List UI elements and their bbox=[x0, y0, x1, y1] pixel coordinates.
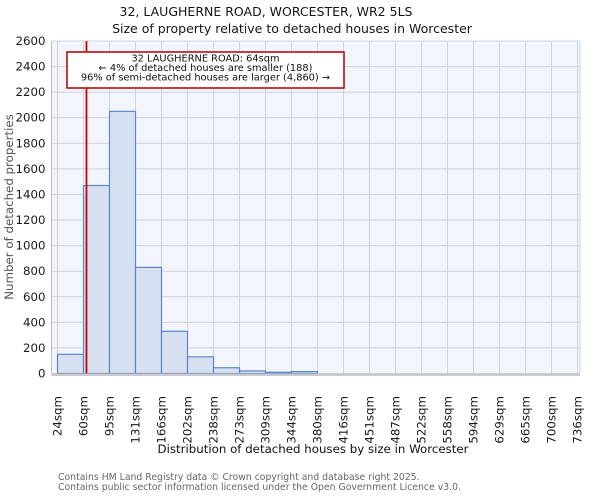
histogram-bar bbox=[82, 184, 111, 375]
y-tick-label: 2400 bbox=[15, 60, 45, 74]
x-tick-label: 344sqm bbox=[285, 396, 299, 444]
x-tick-label: 487sqm bbox=[389, 396, 403, 444]
x-tick-label: 522sqm bbox=[415, 396, 429, 444]
annotation-line1: 32 LAUGHERNE ROAD: 64sqm bbox=[131, 54, 279, 65]
plot-spine-bottom bbox=[51, 373, 580, 376]
histogram-bar bbox=[212, 367, 241, 375]
x-tick-label: 380sqm bbox=[311, 396, 325, 444]
y-axis-title: Number of detached properties bbox=[2, 114, 16, 300]
annotation-line2: ← 4% of detached houses are smaller (188… bbox=[99, 63, 313, 74]
x-tick-label: 558sqm bbox=[441, 396, 455, 444]
y-tick-label: 2000 bbox=[15, 111, 45, 125]
chart-subtitle: Size of property relative to detached ho… bbox=[112, 21, 473, 36]
attribution-line2: Contains public sector information licen… bbox=[58, 482, 461, 493]
x-tick-label: 594sqm bbox=[467, 396, 481, 444]
x-tick-label: 665sqm bbox=[519, 396, 533, 444]
y-tick-label: 1400 bbox=[15, 187, 45, 201]
annotation-box bbox=[66, 51, 345, 89]
histogram-bar bbox=[56, 353, 85, 375]
x-tick-label: 700sqm bbox=[545, 396, 559, 444]
y-tick-label: 1600 bbox=[15, 162, 45, 176]
x-tick-label: 202sqm bbox=[181, 396, 195, 444]
histogram-bar bbox=[186, 356, 215, 375]
attribution-line1: Contains HM Land Registry data © Crown c… bbox=[58, 472, 420, 483]
x-tick-label: 416sqm bbox=[337, 396, 351, 444]
x-tick-label: 24sqm bbox=[51, 396, 65, 436]
y-tick-label: 2200 bbox=[15, 85, 45, 99]
x-tick-label: 95sqm bbox=[103, 396, 117, 436]
x-tick-label: 273sqm bbox=[233, 396, 247, 444]
y-tick-label: 400 bbox=[23, 315, 46, 329]
chart-title: 32, LAUGHERNE ROAD, WORCESTER, WR2 5LS bbox=[120, 4, 413, 19]
x-tick-label: 60sqm bbox=[77, 396, 91, 436]
annotation-line3: 96% of semi-detached houses are larger (… bbox=[81, 73, 330, 84]
plot-area: 0 200 400 600 800 1000 1200 1400 1600 1800 2000 220… bbox=[15, 34, 584, 444]
x-tick-label: 629sqm bbox=[493, 396, 507, 444]
histogram-bar bbox=[238, 370, 267, 375]
y-tick-label: 800 bbox=[23, 264, 46, 278]
histogram-bar bbox=[134, 266, 163, 375]
histogram-bar bbox=[264, 371, 293, 375]
x-tick-label: 736sqm bbox=[571, 396, 585, 444]
y-tick-label: 1200 bbox=[15, 213, 45, 227]
y-tick-label: 1000 bbox=[15, 239, 45, 253]
x-tick-label: 238sqm bbox=[207, 396, 221, 444]
y-tick-label: 200 bbox=[23, 341, 46, 355]
histogram-bar bbox=[108, 110, 137, 375]
x-tick-label: 166sqm bbox=[155, 396, 169, 444]
x-tick-label: 131sqm bbox=[129, 396, 143, 444]
y-tick-label: 1800 bbox=[15, 136, 45, 150]
histogram-bar bbox=[290, 370, 319, 375]
y-tick-label: 0 bbox=[38, 367, 46, 381]
x-tick-label: 309sqm bbox=[259, 396, 273, 444]
x-tick-label: 451sqm bbox=[363, 396, 377, 444]
x-axis-title: Distribution of detached houses by size … bbox=[158, 442, 469, 456]
histogram-bar bbox=[160, 330, 189, 375]
y-tick-label: 600 bbox=[23, 290, 46, 304]
y-tick-label: 2600 bbox=[15, 34, 45, 48]
